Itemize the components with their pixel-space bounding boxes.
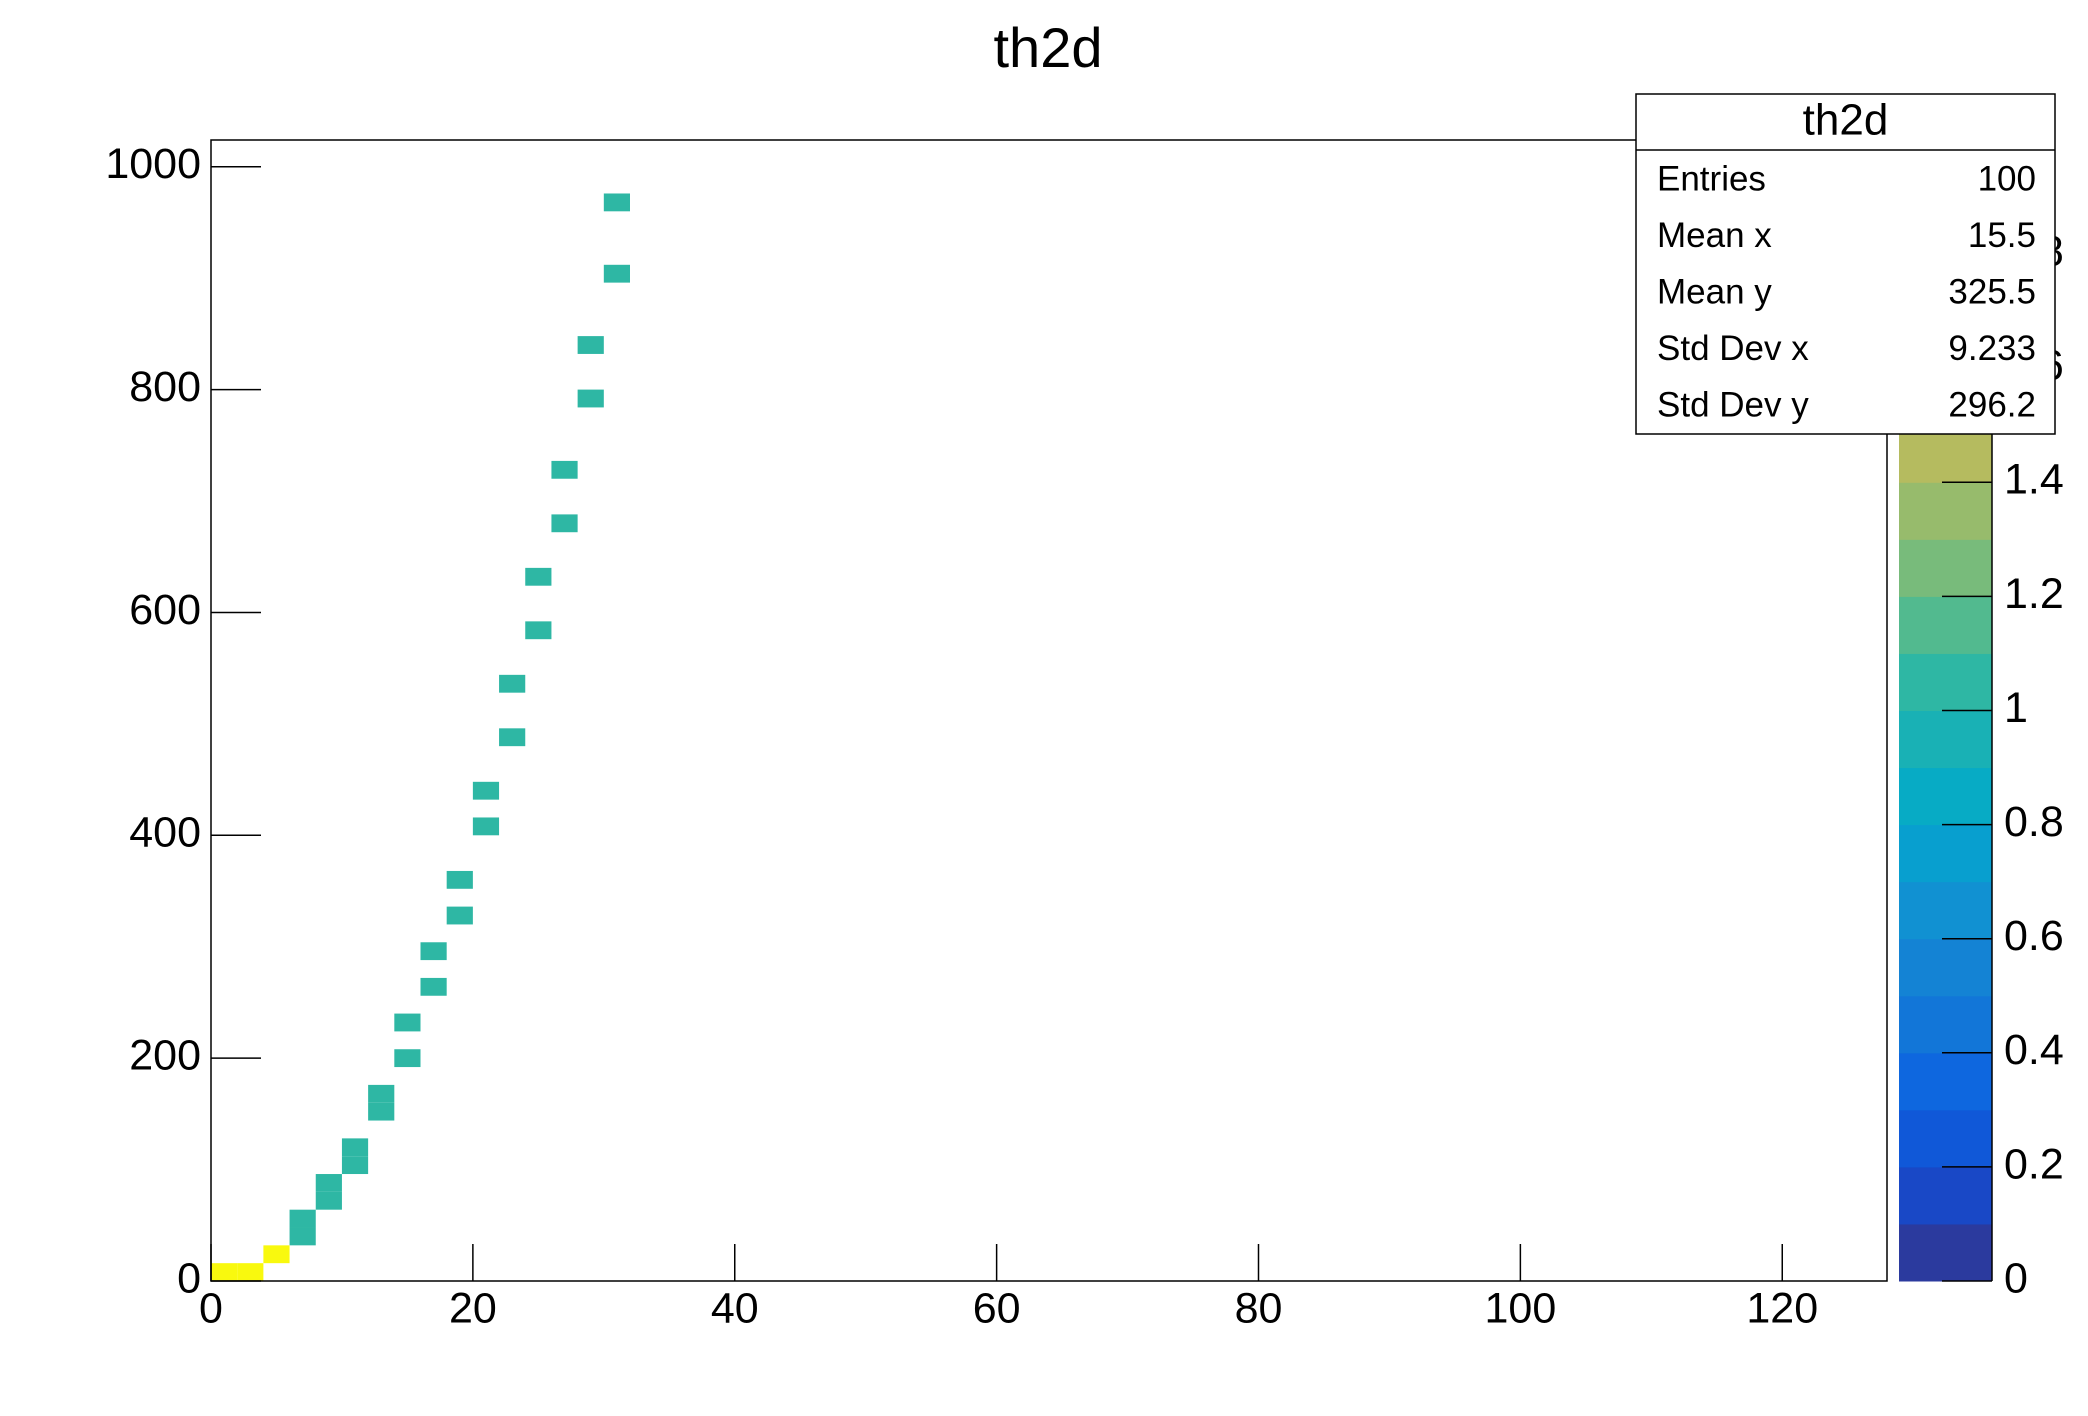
- x-tick-label: 20: [449, 1284, 497, 1332]
- palette-band: [1899, 824, 1992, 883]
- chart-title: th2d: [994, 16, 1103, 79]
- z-tick-label: 1.4: [2004, 456, 2064, 504]
- cell: [577, 389, 604, 408]
- cell: [551, 514, 578, 533]
- palette-band: [1899, 938, 1992, 997]
- z-tick-label: 0.8: [2004, 798, 2064, 846]
- stats-label: Std Dev y: [1657, 385, 1809, 424]
- stats-value: 9.233: [1948, 329, 2036, 368]
- z-tick-label: 0.2: [2004, 1140, 2064, 1188]
- y-tick-label: 400: [129, 809, 201, 857]
- cell: [211, 1263, 238, 1281]
- cell: [289, 1209, 316, 1228]
- cell: [394, 1049, 421, 1068]
- palette-band: [1899, 1223, 1992, 1282]
- stats-label: Std Dev x: [1657, 329, 1809, 368]
- stats-label: Mean x: [1657, 216, 1772, 255]
- x-tick-label: 100: [1485, 1284, 1557, 1332]
- cell: [499, 674, 526, 693]
- palette-band: [1899, 1166, 1992, 1225]
- palette-band: [1899, 482, 1992, 540]
- z-tick-label: 1.2: [2004, 570, 2064, 618]
- cell: [237, 1263, 264, 1281]
- y-tick-label: 0: [177, 1254, 201, 1302]
- palette-band: [1899, 881, 1992, 940]
- cell: [577, 336, 604, 354]
- x-tick-label: 40: [711, 1284, 759, 1332]
- palette-band: [1899, 710, 1992, 769]
- z-tick-label: 0.6: [2004, 912, 2064, 960]
- cell: [472, 781, 500, 800]
- cell: [315, 1174, 342, 1192]
- y-tick-label: 1000: [105, 140, 201, 188]
- cell: [315, 1191, 342, 1210]
- z-tick-label: 0.4: [2004, 1026, 2064, 1074]
- palette-band: [1899, 596, 1992, 654]
- stats-title: th2d: [1803, 96, 1889, 145]
- cell: [525, 621, 552, 640]
- cell: [368, 1102, 395, 1121]
- stats-value: 100: [1978, 159, 2036, 198]
- y-tick-label: 800: [129, 363, 201, 411]
- cell: [263, 1245, 290, 1264]
- palette-band: [1899, 1109, 1992, 1168]
- stats-box: [1635, 93, 2056, 435]
- cell: [603, 264, 630, 283]
- palette-band: [1899, 995, 1992, 1054]
- cell: [525, 567, 552, 586]
- x-tick-label: 0: [199, 1284, 223, 1332]
- cell: [368, 1084, 395, 1103]
- palette-band: [1899, 1052, 1992, 1111]
- palette-band: [1899, 425, 1992, 483]
- z-tick-label: 1: [2004, 684, 2028, 732]
- stats-value: 325.5: [1948, 272, 2036, 311]
- z-tick-label: 0: [2004, 1254, 2028, 1302]
- palette-band: [1899, 767, 1992, 826]
- cell: [420, 977, 447, 996]
- stats-value: 15.5: [1968, 216, 2036, 255]
- stats-value: 296.2: [1948, 385, 2036, 424]
- cell: [289, 1227, 316, 1246]
- cell: [341, 1138, 369, 1157]
- cell: [499, 728, 526, 747]
- cell: [394, 1013, 421, 1032]
- cell: [472, 817, 500, 836]
- x-tick-label: 120: [1746, 1284, 1818, 1332]
- y-tick-label: 600: [129, 586, 201, 634]
- stats-label: Entries: [1657, 159, 1766, 198]
- y-tick-label: 200: [129, 1032, 201, 1080]
- cell: [420, 942, 447, 961]
- palette-band: [1899, 653, 1992, 711]
- cell: [603, 193, 630, 212]
- plot-frame: [210, 139, 1888, 1282]
- cell: [446, 870, 473, 889]
- x-tick-label: 60: [973, 1284, 1021, 1332]
- stats-label: Mean y: [1657, 272, 1772, 311]
- palette-band: [1899, 539, 1992, 597]
- cell: [551, 460, 578, 479]
- cell: [341, 1156, 369, 1175]
- x-tick-label: 80: [1235, 1284, 1283, 1332]
- cell: [446, 906, 473, 925]
